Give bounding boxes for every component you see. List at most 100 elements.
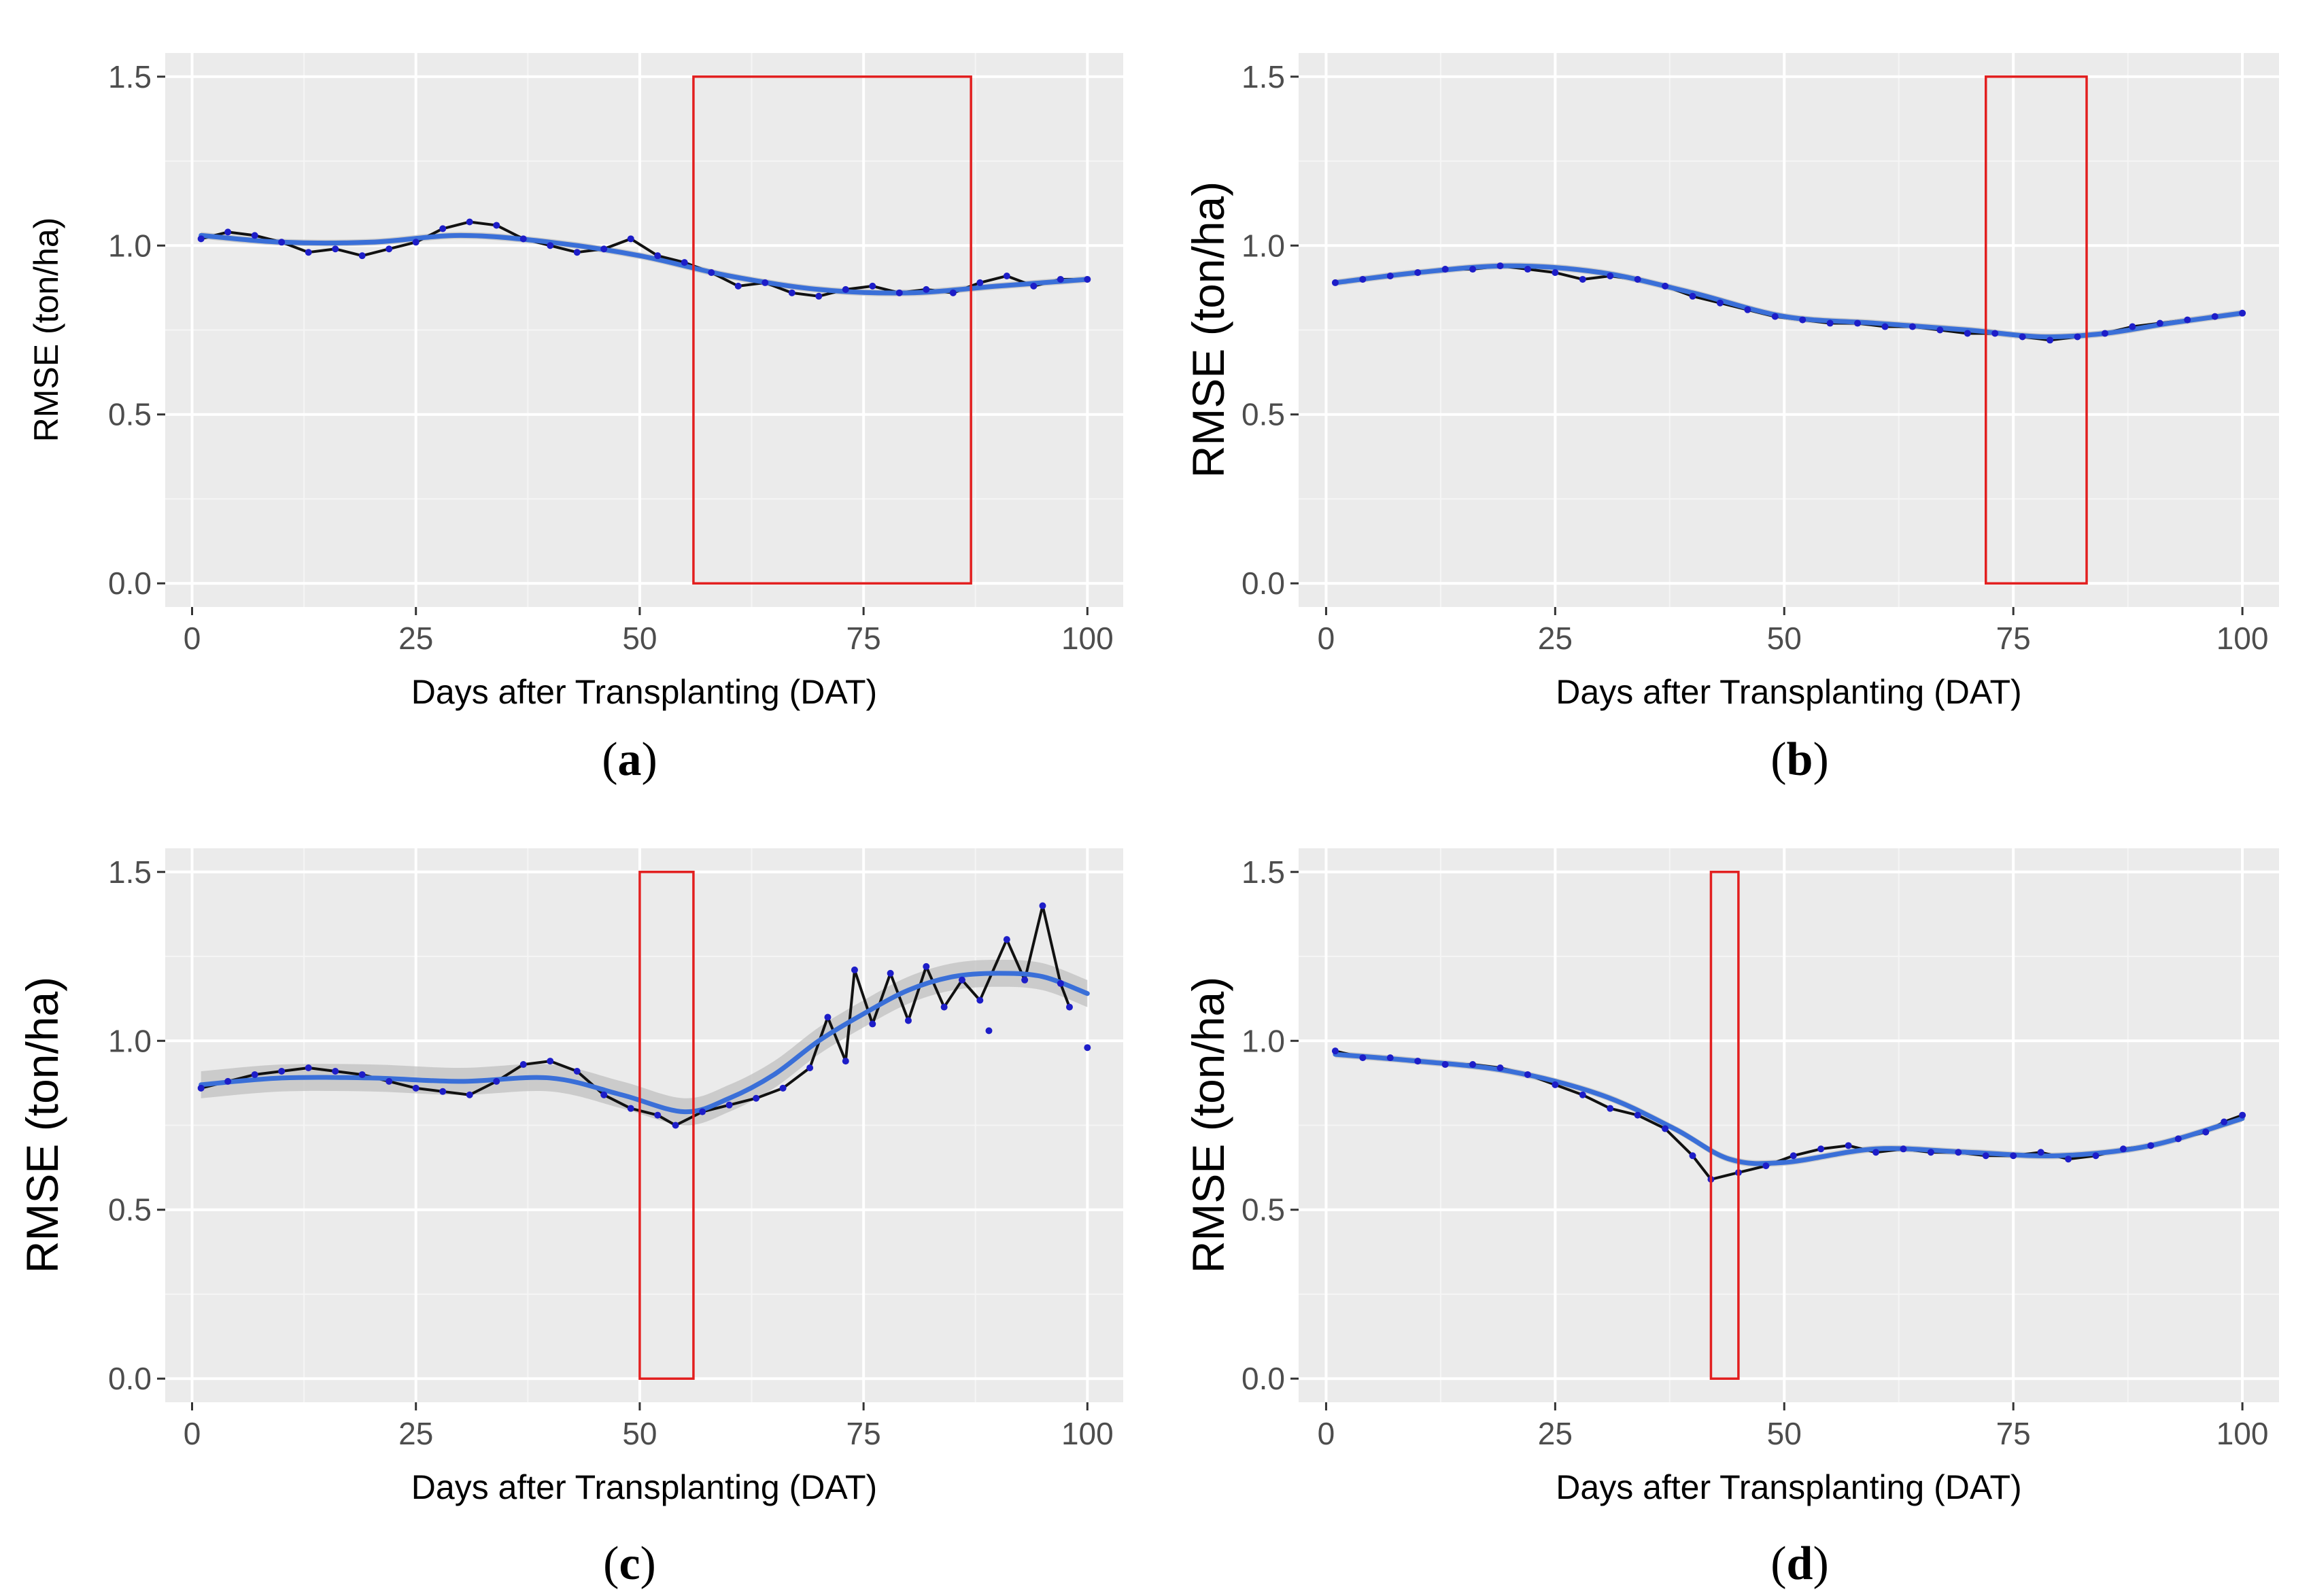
data-point xyxy=(1414,269,1422,277)
caption-open-paren: ( xyxy=(1770,733,1786,786)
panel-caption: (c) xyxy=(603,1538,656,1590)
data-point xyxy=(1441,1061,1449,1069)
data-point xyxy=(1716,299,1724,307)
y-axis-title: RMSE (ton/ha) xyxy=(1183,181,1233,478)
y-tick-label: 0.5 xyxy=(1242,1192,1285,1228)
rmse-chart-c: 0 25 50 75 100 0.0 0.5 1.0 1.5 Days after Transpl… xyxy=(17,848,1123,1590)
data-point xyxy=(923,962,930,970)
data-point xyxy=(547,242,554,249)
data-point xyxy=(1441,266,1449,273)
data-point xyxy=(305,249,312,256)
x-tick-label: 0 xyxy=(1318,1416,1335,1451)
caption-letter: d xyxy=(1787,1538,1813,1590)
data-point xyxy=(1552,1081,1559,1088)
x-tick-label: 50 xyxy=(1767,1416,1802,1451)
data-point xyxy=(869,282,876,290)
data-point xyxy=(842,1058,849,1065)
data-point xyxy=(224,1077,232,1085)
data-point xyxy=(1817,1145,1825,1153)
data-point xyxy=(734,282,742,290)
data-point xyxy=(519,235,527,243)
data-point xyxy=(1386,1054,1394,1062)
data-point xyxy=(600,1091,608,1098)
x-tick-label: 0 xyxy=(1318,621,1335,656)
data-point xyxy=(1331,279,1339,286)
data-point xyxy=(2202,1128,2210,1136)
data-point xyxy=(332,245,339,253)
data-point xyxy=(895,289,903,296)
data-point xyxy=(1469,266,1477,273)
caption-close-paren: ) xyxy=(642,733,657,786)
x-tick-label: 100 xyxy=(2216,621,2269,656)
data-point xyxy=(2221,1118,2228,1126)
data-point xyxy=(976,996,984,1004)
data-point xyxy=(1771,313,1779,320)
y-tick-label: 1.5 xyxy=(1242,854,1285,890)
data-point xyxy=(2092,1152,2100,1160)
data-point xyxy=(1762,1162,1770,1170)
data-point xyxy=(2019,333,2026,341)
data-point xyxy=(278,239,286,246)
data-point xyxy=(1955,1149,1962,1156)
data-point xyxy=(519,1061,527,1069)
data-point xyxy=(842,285,849,293)
caption-letter: c xyxy=(619,1538,640,1590)
data-point xyxy=(251,232,258,239)
x-tick-label: 50 xyxy=(622,1416,657,1451)
data-point xyxy=(887,969,894,977)
outlier-point xyxy=(985,1027,993,1035)
data-point xyxy=(1414,1058,1422,1065)
data-point xyxy=(708,269,715,277)
caption-open-paren: ( xyxy=(1770,1538,1786,1590)
data-point xyxy=(923,285,930,293)
smooth-fit-line xyxy=(199,971,1090,1115)
data-point xyxy=(627,235,634,243)
data-point xyxy=(466,1091,473,1098)
data-point xyxy=(1030,282,1038,290)
rmse-chart-b: 0 25 50 75 100 0.0 0.5 1.0 1.5 Days after Transpl… xyxy=(1183,53,2279,786)
data-point xyxy=(1524,1071,1531,1078)
data-point xyxy=(1991,330,1999,337)
data-point xyxy=(869,1020,876,1028)
y-tick-label: 0.0 xyxy=(1242,566,1285,601)
data-point xyxy=(1524,266,1531,273)
data-point xyxy=(251,1071,258,1078)
chart-panel-d: 0 25 50 75 100 0.0 0.5 1.0 1.5 Days after Transpl… xyxy=(1156,788,2311,1596)
outlier-point xyxy=(1084,1044,1091,1052)
data-point xyxy=(1634,275,1641,283)
data-point xyxy=(278,1067,286,1075)
data-point xyxy=(386,1077,393,1085)
highlight-box xyxy=(638,871,695,1380)
data-point xyxy=(1057,275,1064,283)
x-tick-label: 100 xyxy=(1061,621,1114,656)
data-point xyxy=(976,279,984,286)
data-point xyxy=(2047,336,2054,344)
data-point xyxy=(654,1111,662,1119)
x-tick-label: 75 xyxy=(1996,1416,2031,1451)
data-point xyxy=(1872,1149,1880,1156)
data-point xyxy=(824,1013,832,1021)
data-point xyxy=(197,1084,205,1092)
data-point xyxy=(1003,936,1010,943)
y-axis-title: RMSE (ton/ha) xyxy=(27,218,65,443)
data-point xyxy=(466,218,473,226)
data-point xyxy=(654,252,662,260)
data-point xyxy=(1662,282,1669,290)
x-tick-label: 25 xyxy=(398,1416,433,1451)
data-point xyxy=(788,289,795,296)
data-point xyxy=(2147,1142,2155,1149)
data-point xyxy=(1579,275,1586,283)
data-point xyxy=(1662,1125,1669,1132)
y-tick-label: 0.0 xyxy=(108,1361,152,1396)
x-tick-label: 100 xyxy=(2216,1416,2269,1451)
panel-caption: (d) xyxy=(1770,1538,1829,1590)
data-point xyxy=(1359,275,1367,283)
data-point xyxy=(806,1064,814,1072)
y-axis-title: RMSE (ton/ha) xyxy=(1183,977,1233,1273)
caption-close-paren: ) xyxy=(1813,733,1828,786)
data-point xyxy=(1607,1105,1614,1112)
highlight-box xyxy=(1709,871,1740,1380)
x-tick-label: 25 xyxy=(398,621,433,656)
data-point xyxy=(2074,333,2081,341)
data-point xyxy=(2037,1149,2044,1156)
